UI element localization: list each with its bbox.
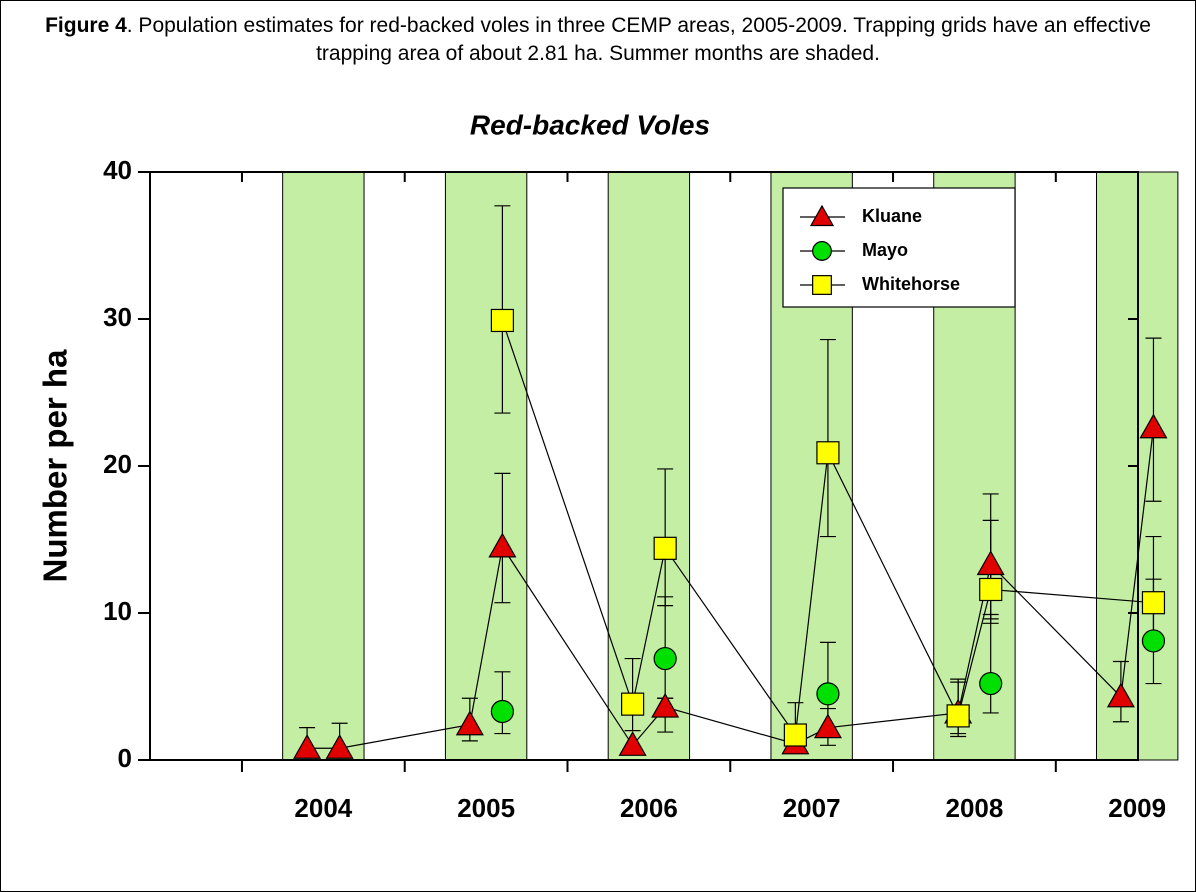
marker-circle — [1141, 629, 1166, 653]
legend: Kluane Mayo Whitehorse — [782, 187, 1016, 308]
marker-triangle — [651, 692, 680, 718]
x-tick-label: 2008 — [945, 793, 1003, 823]
marker-square — [621, 692, 645, 716]
marker-triangle — [618, 731, 647, 756]
marker-circle — [812, 241, 832, 261]
caption: Figure 4. Population estimates for red-b… — [20, 12, 1176, 68]
marker-triangle — [809, 204, 835, 227]
y-tick-label: 40 — [103, 155, 132, 185]
x-tick-label: 2009 — [1108, 793, 1166, 823]
marker-square — [812, 275, 832, 295]
series-line — [501, 320, 1154, 737]
marker-circle — [979, 671, 1003, 696]
x-tick-label: 2007 — [783, 793, 841, 823]
y-tick-label: 0 — [118, 743, 132, 773]
marker-triangle — [325, 734, 354, 759]
shade-band — [282, 171, 365, 761]
plot-frame — [149, 171, 1139, 761]
marker-triangle — [1139, 413, 1168, 439]
marker-square — [1141, 591, 1166, 615]
x-tick-label: 2004 — [294, 793, 352, 823]
marker-square — [490, 308, 514, 333]
shade-band — [444, 171, 528, 761]
legend-label: Whitehorse — [862, 274, 960, 294]
marker-triangle — [1106, 682, 1135, 708]
series-line — [307, 427, 1155, 749]
x-tick-label: 2006 — [620, 793, 678, 823]
y-axis-label: Number per ha — [37, 349, 74, 583]
marker-square — [979, 577, 1003, 602]
marker-square — [946, 704, 970, 728]
x-tick-label: 2005 — [457, 793, 515, 823]
error-bar — [819, 338, 836, 538]
y-tick-label: 10 — [103, 596, 132, 626]
y-tick-label: 30 — [103, 302, 132, 332]
shade-band — [607, 171, 691, 761]
chart-title: Red-backed Voles — [470, 109, 710, 140]
legend-label: Kluane — [862, 206, 922, 226]
marker-square — [653, 536, 677, 560]
marker-circle — [490, 699, 514, 724]
caption-label: Figure 4 — [45, 14, 127, 37]
marker-triangle — [293, 734, 322, 759]
caption-text: . Population estimates for red-backed vo… — [126, 14, 1151, 65]
legend-label: Mayo — [862, 240, 908, 260]
marker-triangle — [813, 713, 842, 739]
marker-triangle — [976, 550, 1005, 576]
y-tick-label: 20 — [103, 449, 132, 479]
marker-square — [816, 441, 840, 465]
marker-square — [783, 723, 807, 747]
marker-triangle — [488, 532, 517, 558]
marker-circle — [653, 646, 677, 671]
marker-circle — [816, 682, 840, 706]
marker-triangle — [455, 710, 484, 736]
